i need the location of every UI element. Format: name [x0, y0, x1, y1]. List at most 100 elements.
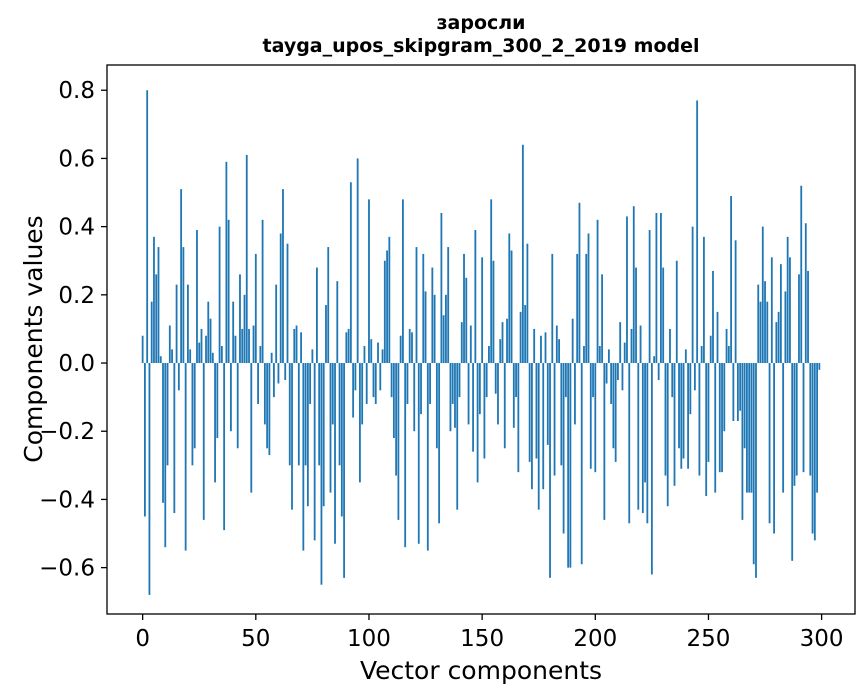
- bar: [768, 363, 771, 524]
- bar: [386, 250, 388, 364]
- bar: [592, 363, 594, 398]
- bar: [354, 363, 357, 391]
- bar: [639, 325, 642, 364]
- bar: [809, 363, 812, 476]
- bar: [263, 363, 266, 425]
- bar: [798, 274, 800, 364]
- bar: [365, 363, 368, 404]
- bar: [497, 363, 499, 425]
- bar: [177, 363, 180, 391]
- bar: [417, 363, 420, 544]
- bar: [506, 318, 508, 364]
- bar: [494, 363, 497, 394]
- bar: [689, 363, 692, 415]
- bar: [239, 274, 241, 364]
- bar: [316, 267, 318, 364]
- bar: [442, 315, 445, 364]
- bar: [180, 189, 183, 364]
- x-tick-label: 150: [460, 626, 504, 652]
- bar: [349, 182, 352, 364]
- bar: [657, 363, 660, 381]
- bar: [546, 363, 549, 445]
- bar: [241, 328, 244, 364]
- bar: [300, 332, 302, 364]
- bar: [189, 349, 192, 364]
- bar: [447, 247, 450, 364]
- y-axis-label: Components values: [19, 215, 48, 462]
- bar: [218, 226, 221, 364]
- bar: [286, 243, 289, 364]
- bar: [408, 328, 411, 364]
- bar: [564, 363, 567, 398]
- bar: [205, 335, 207, 364]
- bar: [334, 363, 336, 544]
- bar: [424, 291, 427, 364]
- bar: [598, 345, 601, 364]
- bar: [168, 325, 171, 364]
- bar: [748, 363, 751, 493]
- bar: [413, 363, 416, 432]
- bar: [449, 363, 452, 432]
- bar: [682, 363, 685, 459]
- bar: [501, 322, 504, 364]
- bar: [736, 363, 739, 421]
- bar: [607, 349, 610, 364]
- bar: [406, 363, 409, 404]
- bars-group: [141, 90, 821, 595]
- bar: [363, 345, 366, 364]
- bar: [254, 253, 257, 364]
- bar: [243, 294, 246, 364]
- bar: [723, 363, 726, 432]
- bar: [340, 363, 343, 517]
- bar: [542, 363, 545, 490]
- bar: [488, 345, 490, 364]
- bar: [159, 356, 162, 364]
- bar: [304, 363, 307, 466]
- bar: [171, 349, 173, 364]
- bar: [641, 363, 644, 514]
- bar: [451, 363, 454, 404]
- bar: [440, 212, 443, 364]
- bar: [696, 100, 699, 364]
- bar: [381, 349, 384, 364]
- bar: [327, 247, 330, 364]
- bar: [646, 363, 649, 524]
- bar: [533, 328, 536, 364]
- bar: [578, 202, 581, 364]
- bar: [207, 301, 210, 364]
- bar: [458, 363, 461, 398]
- bar: [555, 325, 558, 364]
- bar: [438, 363, 441, 524]
- bar: [540, 335, 542, 364]
- bar: [567, 363, 570, 568]
- bar: [662, 267, 665, 364]
- bar: [775, 322, 778, 364]
- bar: [537, 363, 540, 510]
- bar: [476, 363, 479, 483]
- bar: [279, 233, 282, 364]
- bar: [361, 363, 364, 425]
- bar: [492, 260, 495, 364]
- bar: [370, 339, 373, 364]
- bar: [193, 363, 196, 449]
- bar: [680, 363, 683, 469]
- bar: [558, 339, 560, 364]
- bar: [773, 363, 775, 534]
- bar: [273, 363, 275, 398]
- bar: [596, 219, 599, 364]
- bar: [560, 363, 563, 466]
- bar: [789, 257, 791, 364]
- bar: [621, 363, 624, 391]
- bar: [671, 363, 674, 398]
- bar: [535, 363, 538, 459]
- bar: [325, 305, 327, 364]
- bar: [630, 328, 633, 364]
- bar: [225, 161, 228, 364]
- axes-group: 0 50 100 150 200 250 300 0.8 0.6 0.4 0.2 0.0 −0.2 −0.…: [39, 64, 856, 652]
- bar: [223, 363, 226, 531]
- bar: [196, 230, 198, 364]
- bar: [474, 230, 477, 364]
- x-axis-label: Vector components: [360, 656, 602, 685]
- bar: [297, 363, 300, 466]
